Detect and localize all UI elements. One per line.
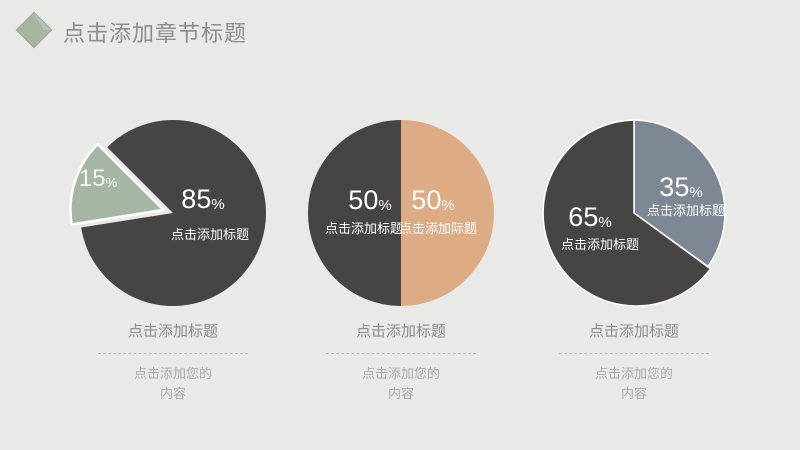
svg-text:点击添加际题: 点击添加际题 (399, 221, 477, 236)
svg-text:点击添加标题: 点击添加标题 (647, 203, 725, 218)
svg-text:点击添加标题: 点击添加标题 (325, 221, 403, 236)
svg-text:点击添加标题: 点击添加标题 (171, 227, 249, 242)
svg-text:点击添加标题: 点击添加标题 (561, 237, 639, 252)
